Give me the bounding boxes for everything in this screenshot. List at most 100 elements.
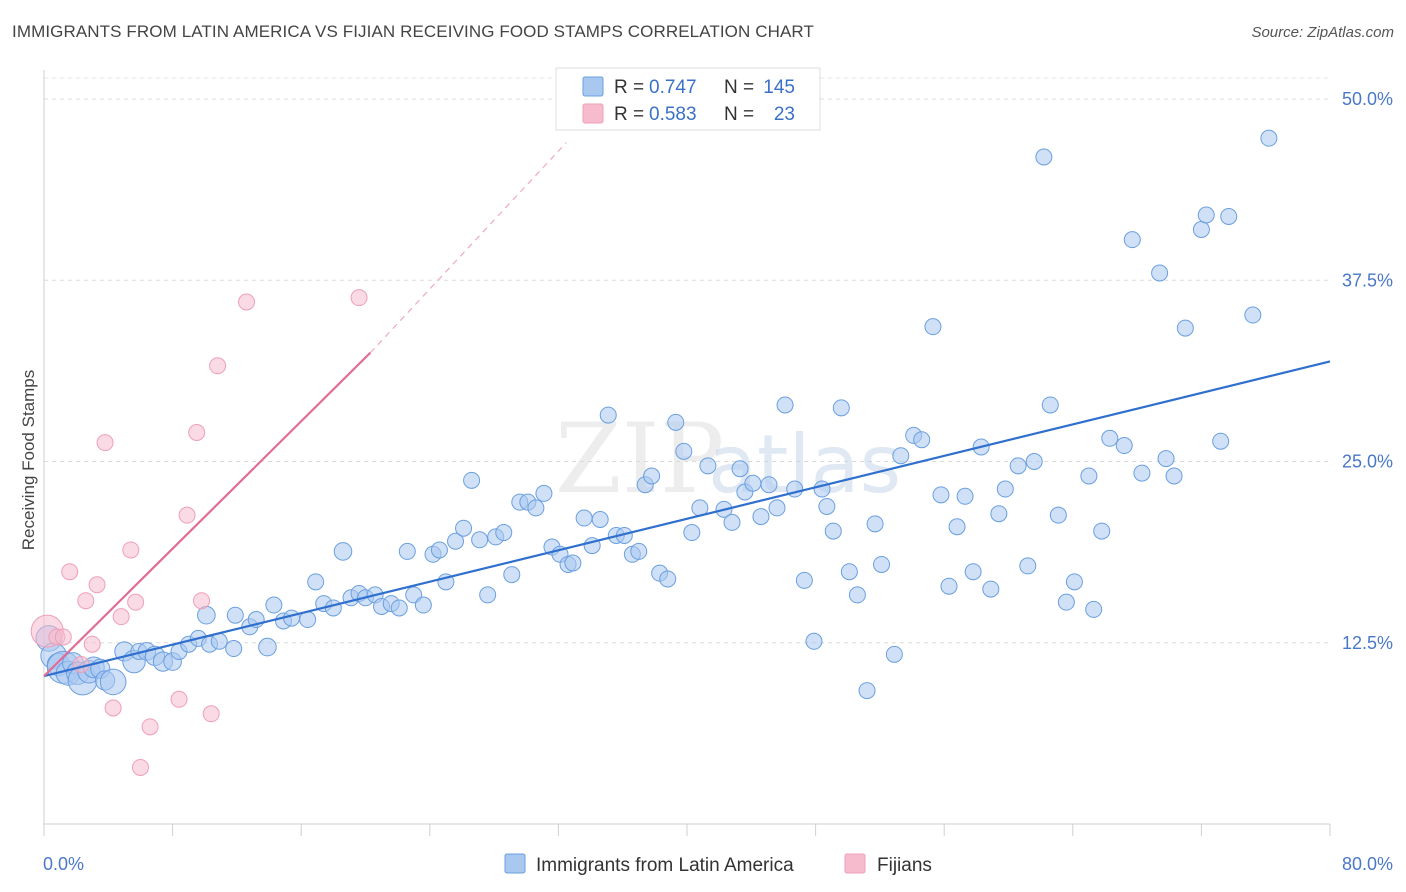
latin-america-point <box>1101 429 1119 447</box>
latin-america-point <box>659 570 677 588</box>
latin-america-point <box>225 640 243 658</box>
latin-america-point <box>1192 221 1210 238</box>
latin-america-point <box>940 577 958 595</box>
latin-america-point <box>795 571 813 589</box>
latin-america-point <box>885 645 903 663</box>
latin-america-point <box>333 542 353 561</box>
fijian-point <box>131 758 149 776</box>
x-tick-label-min: 0.0% <box>43 854 84 874</box>
watermark-zip: ZIP <box>555 403 724 515</box>
fijian-point <box>96 434 114 452</box>
latin-america-point <box>495 524 513 542</box>
latin-america-point <box>1035 148 1053 166</box>
latin-america-point <box>1115 437 1133 455</box>
latin-america-point <box>1049 506 1067 524</box>
latin-america-point <box>858 682 876 700</box>
latin-america-point <box>723 513 741 531</box>
latin-america-point <box>832 399 850 417</box>
latin-america-point <box>1176 319 1194 337</box>
latin-america-point <box>667 413 685 431</box>
latin-america-point <box>1260 129 1278 147</box>
latin-america-point <box>643 467 661 485</box>
series-legend-swatch-fijians <box>844 853 866 874</box>
source-credit: Source: ZipAtlas.com <box>1251 24 1394 41</box>
latin-america-point <box>866 515 884 533</box>
series-fijians-points <box>30 289 368 776</box>
fijian-point <box>238 293 256 311</box>
series-legend-swatch-latin-america <box>504 853 526 874</box>
latin-america-point <box>1041 396 1059 414</box>
latin-america-point <box>535 484 553 502</box>
latin-america-point <box>982 580 1000 598</box>
latin-america-point <box>430 541 448 559</box>
latin-america-point <box>1065 573 1083 591</box>
latin-america-point <box>768 499 786 517</box>
latin-america-point <box>471 531 489 549</box>
latin-america-point <box>675 442 693 460</box>
latin-america-point <box>990 505 1008 523</box>
latin-america-point <box>924 318 942 336</box>
latin-america-point <box>1197 206 1215 224</box>
latin-america-point <box>503 566 521 584</box>
latin-america-point <box>752 508 770 526</box>
latin-america-point <box>307 573 325 591</box>
latin-america-point <box>731 460 749 478</box>
fijian-point <box>209 357 227 375</box>
chart-title: IMMIGRANTS FROM LATIN AMERICA VS FIJIAN … <box>12 22 814 41</box>
fijian-point <box>178 506 196 524</box>
latin-america-point <box>463 471 481 489</box>
latin-america-point <box>760 476 778 494</box>
grid-lines <box>44 77 1330 644</box>
latin-america-point <box>414 596 432 614</box>
latin-america-point <box>591 511 609 528</box>
correlation-legend: R = 0.747 N = 145 R = 0.583 N = 23 <box>555 67 821 131</box>
latin-america-point <box>1080 467 1098 485</box>
latin-america-point <box>1157 450 1175 468</box>
latin-america-point <box>818 497 836 515</box>
latin-america-point <box>258 637 277 657</box>
latin-america-point <box>1093 522 1111 540</box>
latin-america-point <box>840 563 858 581</box>
legend-swatch-latin-america <box>582 76 604 97</box>
latin-america-point <box>599 406 617 424</box>
x-tick-label-max: 80.0% <box>1342 854 1393 874</box>
fijian-point <box>61 563 79 581</box>
fijian-point <box>188 424 206 441</box>
latin-america-point <box>447 532 465 550</box>
fijian-point <box>77 592 95 610</box>
fijian-trend-extension <box>369 142 567 354</box>
latin-america-point <box>892 447 910 465</box>
fijian-point <box>83 635 101 653</box>
latin-america-point <box>1009 457 1027 475</box>
y-tick-label: 25.0% <box>1342 452 1393 472</box>
latin-america-point <box>390 599 408 617</box>
latin-america-point <box>996 480 1014 498</box>
latin-america-point <box>964 563 982 581</box>
latin-america-point <box>1123 231 1141 249</box>
fijian-point <box>170 690 188 708</box>
fijian-point <box>122 541 140 559</box>
fijian-point <box>127 593 145 611</box>
latin-america-point <box>744 474 762 492</box>
legend-n-value: 145 <box>763 77 795 98</box>
fijian-point <box>54 628 72 646</box>
legend-r-value: 0.747 <box>649 77 697 98</box>
latin-america-point <box>1085 600 1103 618</box>
fijian-point <box>141 718 159 736</box>
legend-r-label: R = <box>614 77 644 98</box>
latin-america-point <box>913 431 931 449</box>
latin-america-point <box>630 542 648 560</box>
legend-n-label: N = <box>724 77 754 98</box>
axes <box>43 70 1331 836</box>
legend-n-label: N = <box>724 104 754 125</box>
fijian-point <box>72 656 90 673</box>
y-tick-label: 12.5% <box>1342 633 1393 653</box>
trend-lines <box>43 142 1331 678</box>
latin-america-point <box>956 487 974 505</box>
y-axis-label: Receiving Food Stamps <box>19 370 38 550</box>
y-tick-label: 50.0% <box>1342 89 1393 109</box>
latin-america-point <box>1244 306 1262 324</box>
latin-america-point <box>805 632 823 650</box>
latin-america-point <box>1151 264 1169 282</box>
latin-america-point <box>1057 593 1075 611</box>
